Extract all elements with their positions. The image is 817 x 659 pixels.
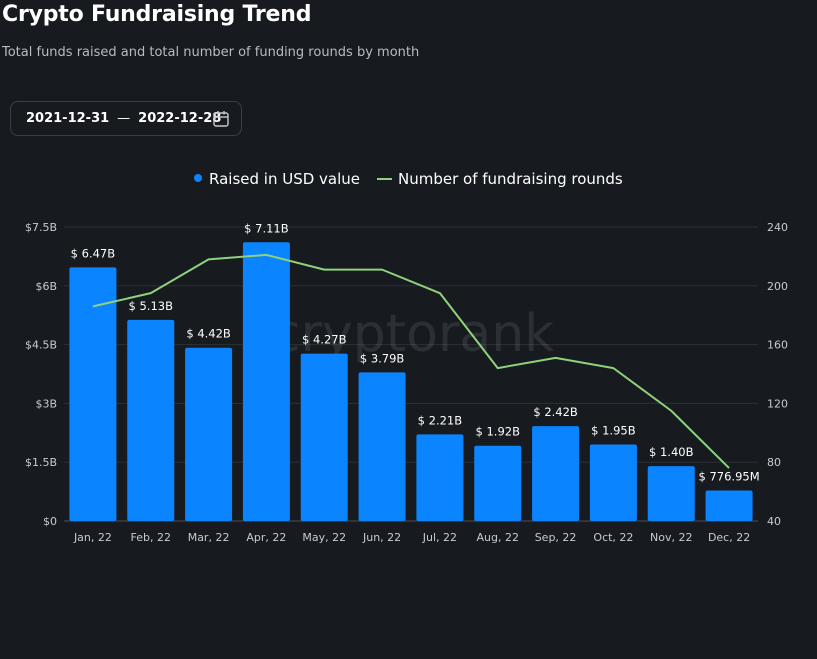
date-range-picker[interactable]: 2021-12-31 — 2022-12-28 (10, 101, 242, 136)
x-tick-label: Jan, 22 (73, 531, 112, 544)
bar-value-label: $ 2.42B (533, 405, 578, 419)
bar-value-label: $ 1.95B (591, 424, 636, 438)
legend-line-label: Number of fundraising rounds (398, 170, 623, 188)
date-range-end: 2022-12-28 (138, 111, 222, 126)
legend-bar-marker (194, 174, 202, 182)
rounds-line[interactable] (92, 253, 730, 469)
bar[interactable] (242, 242, 290, 521)
y-left-tick-label: $4.5B (25, 339, 57, 352)
x-tick-label: Sep, 22 (535, 531, 577, 544)
bar-value-label: $ 2.21B (418, 413, 463, 427)
bar-value-label: $ 4.27B (302, 333, 347, 347)
bar-value-label: $ 5.13B (129, 299, 174, 313)
bar[interactable] (647, 466, 695, 521)
bar-value-label: $ 7.11B (244, 221, 289, 235)
page-title: Crypto Fundraising Trend (2, 2, 312, 27)
date-range-separator: — (117, 111, 131, 126)
bar-value-label: $ 1.40B (649, 445, 694, 459)
y-left-tick-label: $7.5B (25, 221, 57, 234)
y-left-tick-label: $0 (43, 515, 57, 528)
bar-value-label: $ 3.79B (360, 351, 405, 365)
bar-value-label: $ 776.95M (699, 470, 760, 484)
x-tick-label: Dec, 22 (708, 531, 750, 544)
bar[interactable] (127, 319, 175, 521)
x-tick-label: Jul, 22 (422, 531, 457, 544)
chart-axes: $0 $1.5B $3B $4.5B $6B $7.5B 40 80 120 160 200 240 J… (25, 221, 788, 544)
bar[interactable] (69, 267, 117, 521)
y-left-tick-label: $6B (35, 280, 57, 293)
bar[interactable] (185, 347, 233, 521)
bar[interactable] (416, 434, 464, 521)
y-right-tick-label: 120 (767, 397, 788, 410)
x-tick-label: Feb, 22 (131, 531, 171, 544)
x-tick-label: Aug, 22 (477, 531, 519, 544)
line-series (92, 253, 730, 469)
fundraising-chart: Raised in USD value Number of fundraisin… (25, 170, 788, 544)
bar[interactable] (358, 372, 406, 521)
chart-grid (64, 226, 758, 522)
bar-value-label: $ 4.42B (186, 327, 231, 341)
bar[interactable] (300, 353, 348, 521)
bar[interactable] (532, 426, 580, 521)
y-right-tick-label: 80 (767, 456, 781, 469)
x-tick-label: Jun, 22 (362, 531, 401, 544)
x-tick-label: Oct, 22 (593, 531, 633, 544)
chart-legend: Raised in USD value Number of fundraisin… (194, 170, 623, 188)
bar[interactable] (474, 445, 522, 521)
bar[interactable] (589, 444, 637, 521)
y-right-tick-label: 200 (767, 280, 788, 293)
page-subtitle: Total funds raised and total number of f… (2, 45, 420, 60)
bar[interactable] (705, 490, 753, 521)
legend-bar-label: Raised in USD value (209, 170, 360, 188)
bar-labels: $ 6.47B $ 5.13B $ 4.42B $ 7.11B $ 4.27B $ 3.7… (71, 221, 760, 483)
x-tick-label: Apr, 22 (246, 531, 286, 544)
y-right-tick-label: 240 (767, 221, 788, 234)
x-tick-label: Nov, 22 (650, 531, 692, 544)
bar-value-label: $ 1.92B (476, 425, 521, 439)
y-left-tick-label: $1.5B (25, 456, 57, 469)
date-range-start: 2021-12-31 (26, 111, 110, 126)
y-left-tick-label: $3B (35, 397, 57, 410)
bar-series (69, 242, 753, 521)
bar-value-label: $ 6.47B (71, 246, 116, 260)
x-tick-label: May, 22 (302, 531, 346, 544)
calendar-icon[interactable] (213, 110, 229, 127)
x-tick-label: Mar, 22 (188, 531, 230, 544)
y-right-tick-label: 160 (767, 339, 788, 352)
y-right-tick-label: 40 (767, 515, 781, 528)
